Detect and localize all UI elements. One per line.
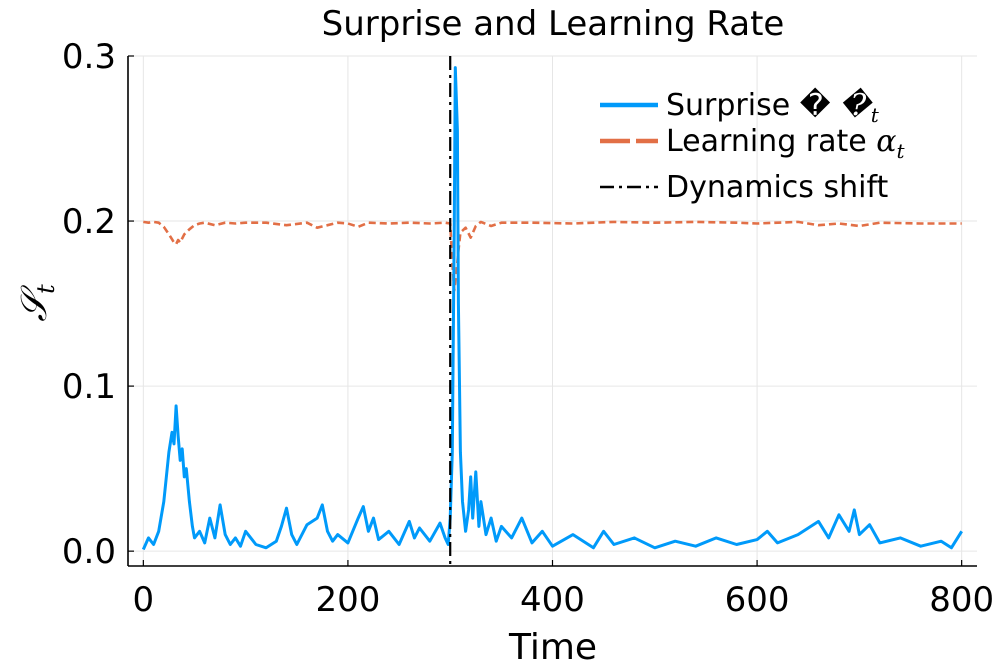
axes bbox=[127, 55, 977, 567]
y-tick-label-3: 0.3 bbox=[62, 37, 116, 77]
x-tick-label-4: 800 bbox=[929, 580, 994, 620]
chart-title: Surprise and Learning Rate bbox=[322, 4, 785, 44]
y-tick-label-0: 0.0 bbox=[62, 532, 116, 572]
grid bbox=[128, 55, 977, 566]
tick-labels: 0 200 400 600 800 0.0 0.1 0.2 0.3 bbox=[62, 37, 994, 620]
y-axis-title: 𝒮t bbox=[14, 284, 60, 322]
series-layer bbox=[141, 56, 963, 566]
x-tick-label-3: 600 bbox=[725, 580, 790, 620]
y-tick-label-2: 0.2 bbox=[62, 202, 116, 242]
legend-label-dynamics-shift: Dynamics shift bbox=[666, 170, 888, 205]
y-tick-label-1: 0.1 bbox=[62, 367, 116, 407]
x-tick-label-0: 0 bbox=[133, 580, 155, 620]
series-line-surprise bbox=[141, 66, 963, 551]
series-line-learning-rate bbox=[143, 220, 962, 292]
x-axis-title: Time bbox=[508, 627, 597, 664]
x-tick-label-2: 400 bbox=[520, 580, 585, 620]
legend-label-learning-rate: Learning rate αt bbox=[666, 124, 906, 163]
y-axis-title-subscript: t bbox=[32, 284, 60, 294]
legend-label-surprise: Surprise � �t bbox=[666, 87, 880, 127]
x-tick-label-1: 200 bbox=[315, 580, 380, 620]
